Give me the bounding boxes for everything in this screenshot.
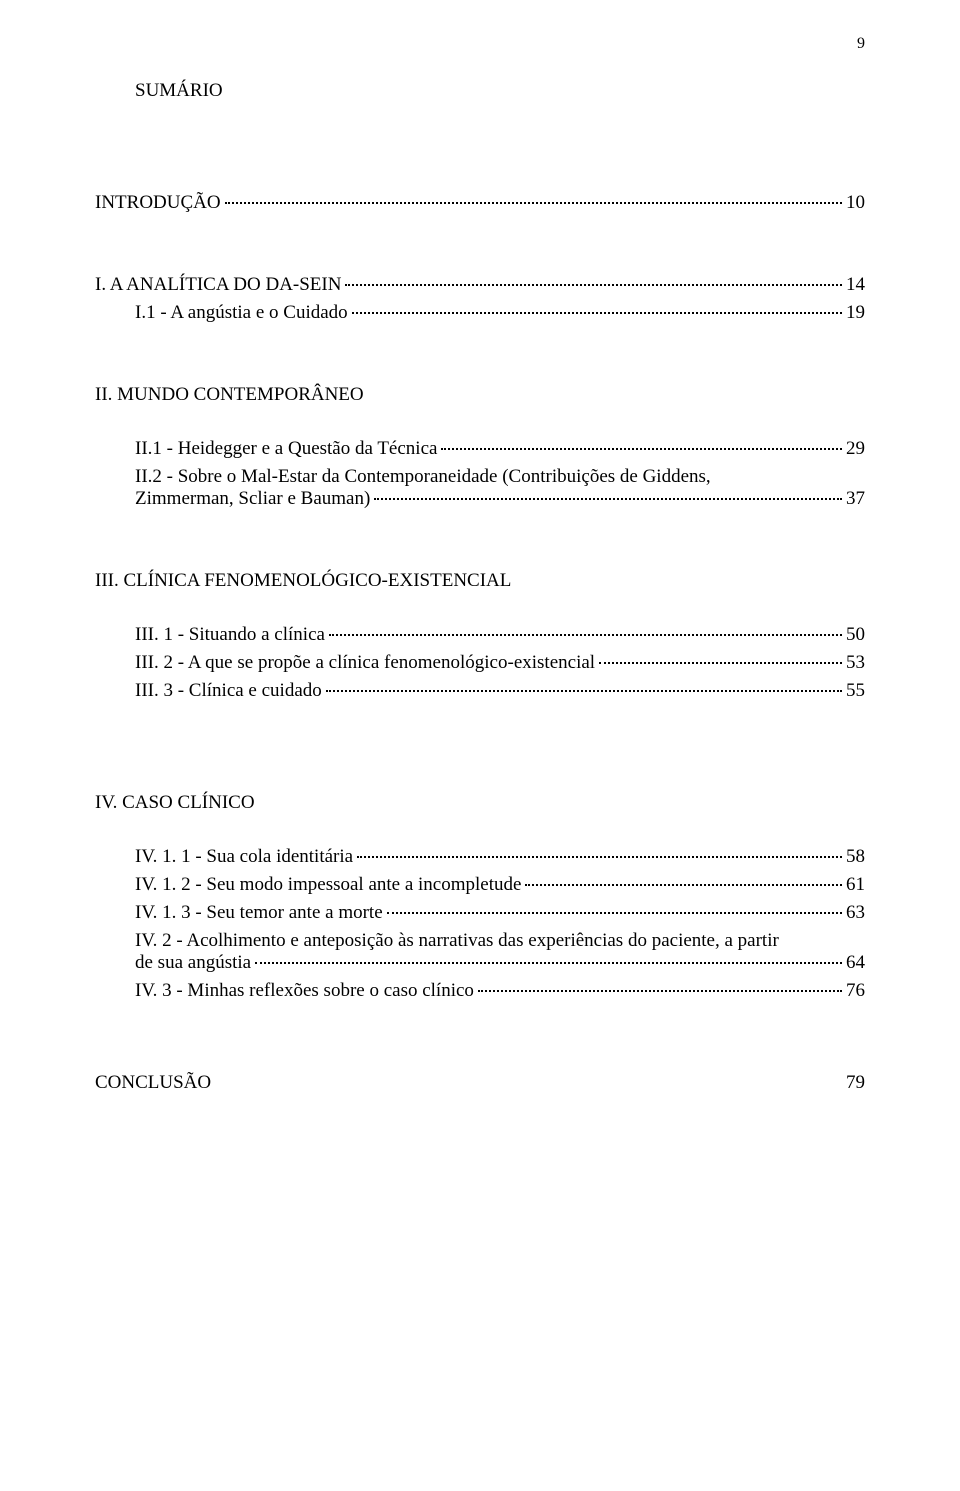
toc-entry-s2-1: II.1 - Heidegger e a Questão da Técnica … — [135, 438, 865, 460]
toc-heading-s3: III. CLÍNICA FENOMENOLÓGICO-EXISTENCIAL — [95, 570, 865, 592]
toc-dots — [329, 634, 842, 636]
toc-label: III. 2 - A que se propõe a clínica fenom… — [135, 652, 595, 674]
toc-page: 14 — [846, 274, 865, 296]
toc-entry-s2-2: II.2 - Sobre o Mal-Estar da Contemporane… — [135, 466, 865, 510]
page-number: 9 — [857, 35, 865, 53]
toc-label: II.1 - Heidegger e a Questão da Técnica — [135, 438, 437, 460]
toc-dots — [441, 448, 842, 450]
toc-page: 29 — [846, 438, 865, 460]
toc-label: IV. 3 - Minhas reflexões sobre o caso cl… — [135, 980, 474, 1002]
toc-label: IV. 1. 3 - Seu temor ante a morte — [135, 902, 383, 924]
toc-page: 76 — [846, 980, 865, 1002]
toc-dots — [387, 912, 842, 914]
toc-entry-s4-1-2: IV. 1. 2 - Seu modo impessoal ante a inc… — [135, 874, 865, 896]
toc-dots — [374, 498, 842, 500]
toc-heading-s2: II. MUNDO CONTEMPORÂNEO — [95, 384, 865, 406]
toc-entry-s3-1: III. 1 - Situando a clínica 50 — [135, 624, 865, 646]
toc-entry-s1-1: I.1 - A angústia e o Cuidado 19 — [135, 302, 865, 324]
toc-label: III. 3 - Clínica e cuidado — [135, 680, 322, 702]
toc-dots — [225, 202, 842, 204]
toc-page: 53 — [846, 652, 865, 674]
toc-entry-intro: INTRODUÇÃO 10 — [95, 192, 865, 214]
toc-label: CONCLUSÃO — [95, 1072, 211, 1094]
toc-page: 63 — [846, 902, 865, 924]
toc-label: I. A ANALÍTICA DO DA-SEIN — [95, 274, 341, 296]
toc-page: 64 — [846, 952, 865, 974]
toc-label-line1: IV. 2 - Acolhimento e anteposição às nar… — [135, 930, 865, 952]
toc-page: 58 — [846, 846, 865, 868]
toc-entry-s1: I. A ANALÍTICA DO DA-SEIN 14 — [95, 274, 865, 296]
toc-entry-conclusion: CONCLUSÃO 79 — [95, 1072, 865, 1094]
toc-label: IV. 1. 2 - Seu modo impessoal ante a inc… — [135, 874, 521, 896]
toc-page: 79 — [846, 1072, 865, 1094]
toc-entry-s3-2: III. 2 - A que se propõe a clínica fenom… — [135, 652, 865, 674]
toc-dots — [357, 856, 842, 858]
toc-page: 19 — [846, 302, 865, 324]
toc-title: SUMÁRIO — [95, 80, 865, 102]
toc-entry-s4-2: IV. 2 - Acolhimento e anteposição às nar… — [135, 930, 865, 974]
toc-page: 61 — [846, 874, 865, 896]
toc-entry-s3-3: III. 3 - Clínica e cuidado 55 — [135, 680, 865, 702]
toc-heading-s4: IV. CASO CLÍNICO — [95, 792, 865, 814]
toc-dots — [326, 690, 842, 692]
toc-entry-s4-1-3: IV. 1. 3 - Seu temor ante a morte 63 — [135, 902, 865, 924]
toc-dots — [525, 884, 842, 886]
toc-entry-s4-1-1: IV. 1. 1 - Sua cola identitária 58 — [135, 846, 865, 868]
toc-label: de sua angústia — [135, 952, 251, 974]
toc-label: Zimmerman, Scliar e Bauman) — [135, 488, 370, 510]
toc-page: 37 — [846, 488, 865, 510]
toc-page: 10 — [846, 192, 865, 214]
toc-label-line1: II.2 - Sobre o Mal-Estar da Contemporane… — [135, 466, 865, 488]
toc-dots — [345, 284, 842, 286]
toc-dots — [255, 962, 842, 964]
toc-dots — [352, 312, 842, 314]
toc-label: III. 1 - Situando a clínica — [135, 624, 325, 646]
toc-dots — [599, 662, 842, 664]
toc-page: 50 — [846, 624, 865, 646]
toc-label: IV. 1. 1 - Sua cola identitária — [135, 846, 353, 868]
toc-dots — [478, 990, 842, 992]
toc-page: 55 — [846, 680, 865, 702]
toc-label: INTRODUÇÃO — [95, 192, 221, 214]
toc-entry-s4-3: IV. 3 - Minhas reflexões sobre o caso cl… — [135, 980, 865, 1002]
toc-label: I.1 - A angústia e o Cuidado — [135, 302, 348, 324]
